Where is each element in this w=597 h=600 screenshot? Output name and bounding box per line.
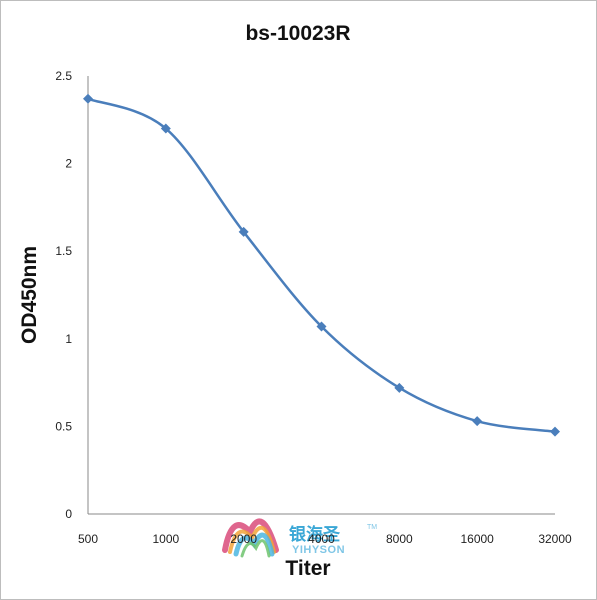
x-tick-label: 2000 [230, 532, 257, 546]
y-tick-label: 2.5 [55, 69, 72, 83]
y-tick-label: 1.5 [55, 244, 72, 258]
logo-brand-cn: 银海圣 [289, 524, 341, 545]
data-point-marker [160, 123, 171, 134]
x-tick-label: 32000 [538, 532, 572, 546]
y-tick-labels: 0 0.5 1 1.5 2 2.5 [55, 69, 72, 521]
x-tick-label: 4000 [308, 532, 335, 546]
y-tick-label: 0 [65, 507, 72, 521]
data-point-marker [472, 416, 483, 427]
x-tick-label: 16000 [460, 532, 494, 546]
y-axis-title: OD450nm [18, 246, 41, 344]
x-tick-label: 500 [78, 532, 98, 546]
x-axis-title: Titer [285, 557, 330, 580]
data-point-marker [550, 426, 560, 437]
series-line [87, 97, 556, 433]
x-tick-labels: 500 1000 2000 4000 8000 16000 32000 [78, 532, 572, 546]
watermark-logo: 银海圣 TM YIHYSON [222, 518, 377, 558]
chart-title: bs-10023R [245, 22, 350, 45]
data-point-marker [238, 226, 249, 237]
logo-emblem [222, 518, 279, 558]
x-tick-label: 1000 [152, 532, 179, 546]
data-point-marker [83, 93, 93, 104]
x-tick-label: 8000 [386, 532, 413, 546]
data-point-marker [316, 321, 327, 332]
y-tick-label: 0.5 [55, 419, 72, 433]
series-layer [83, 93, 560, 437]
logo-trademark: TM [367, 524, 377, 531]
y-tick-label: 2 [65, 157, 72, 171]
y-tick-label: 1 [65, 332, 72, 346]
logo-brand-en: YIHYSON [292, 544, 345, 556]
data-point-marker [394, 382, 405, 393]
